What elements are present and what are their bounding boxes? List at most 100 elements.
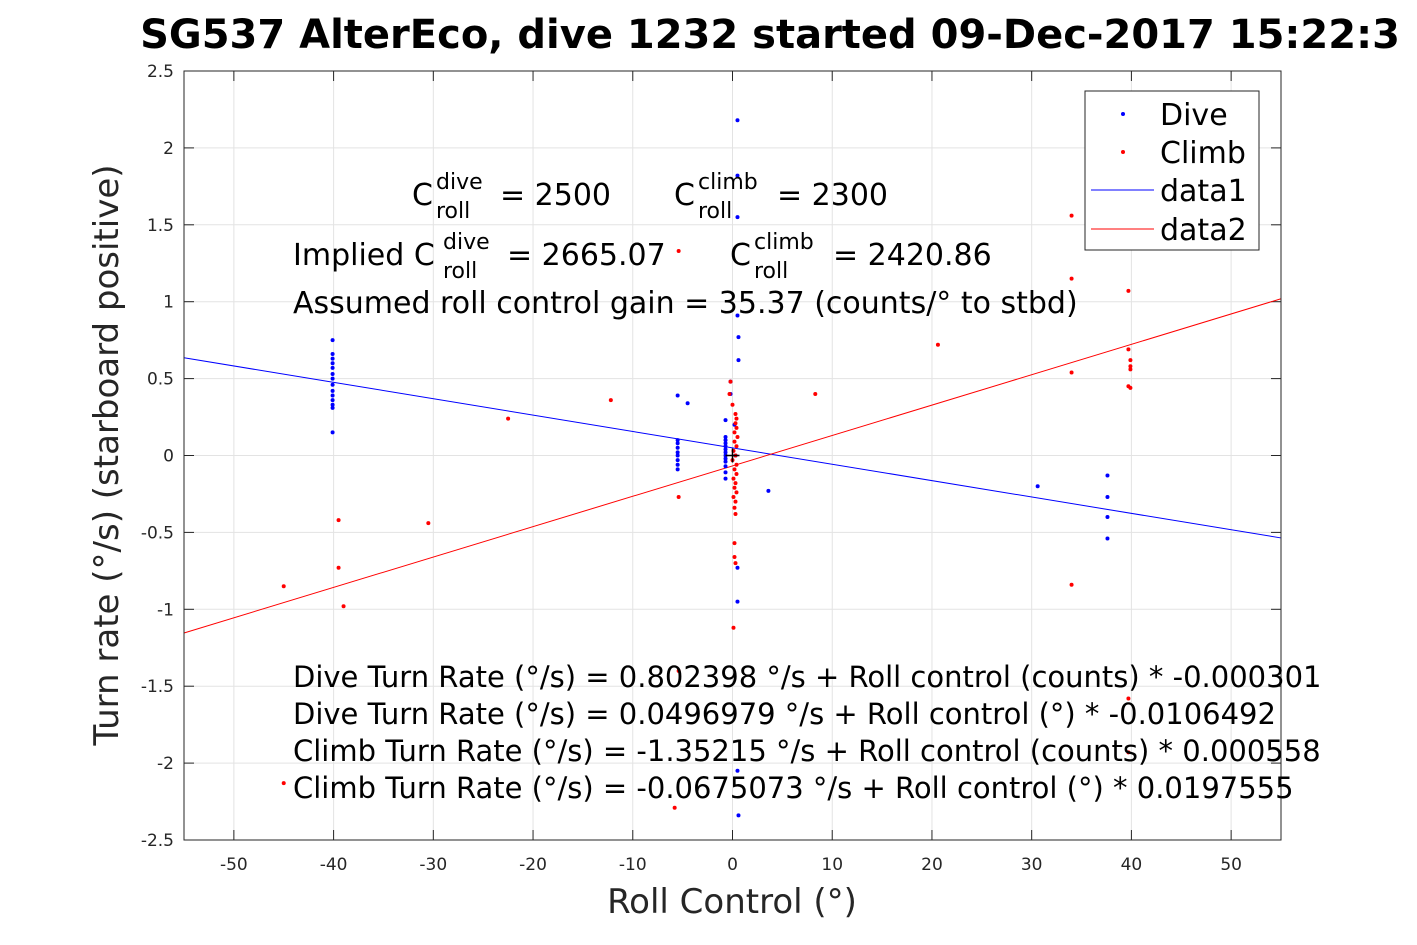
dive-point xyxy=(1105,515,1110,520)
c-dive-sub: roll xyxy=(436,199,470,224)
x-axis-ticks: -50 -40 -30 -20 -10 0 10 20 30 40 50 xyxy=(220,71,1242,875)
legend: Dive Climb data1 data2 xyxy=(1084,90,1260,251)
dive-point xyxy=(735,313,740,318)
dive-point xyxy=(675,462,680,467)
dive-point xyxy=(1105,473,1110,478)
legend-box xyxy=(1084,90,1260,251)
dive-point xyxy=(735,599,740,604)
climb-point xyxy=(1126,347,1131,352)
dive-point xyxy=(330,430,335,435)
x-tick-label: -20 xyxy=(519,855,547,875)
climb-point xyxy=(735,435,740,440)
climb-point xyxy=(1126,288,1131,293)
dive-point xyxy=(675,453,680,458)
x-tick-label: -30 xyxy=(419,855,447,875)
equation-climb-counts: Climb Turn Rate (°/s) = -1.35215 °/s + R… xyxy=(293,734,1321,768)
climb-point xyxy=(732,430,737,435)
x-tick-label: -10 xyxy=(619,855,647,875)
dive-point xyxy=(1105,495,1110,500)
c-dive-annotation: C dive roll = 2500 xyxy=(412,170,611,224)
dive-point xyxy=(675,445,680,450)
dive-point xyxy=(736,813,741,818)
climb-point xyxy=(676,248,681,253)
climb-point xyxy=(733,511,738,516)
dive-point xyxy=(330,382,335,387)
climb-point xyxy=(728,379,733,384)
dive-point xyxy=(735,173,740,178)
climb-point xyxy=(731,476,736,481)
climb-point xyxy=(672,805,677,810)
y-tick-label: 0 xyxy=(163,447,174,467)
dive-point xyxy=(1035,484,1040,489)
climb-point xyxy=(732,555,737,560)
c-climb-sub: roll xyxy=(698,199,732,224)
climb-point xyxy=(732,439,737,444)
c-climb-sup: climb xyxy=(698,170,758,195)
y-tick-label: 1 xyxy=(163,293,174,313)
implied-climb-sup: climb xyxy=(754,230,814,255)
implied-dive-annotation: Implied C dive roll = 2665.07 xyxy=(293,230,666,284)
dive-point xyxy=(723,459,728,464)
climb-point xyxy=(734,416,739,421)
data-points xyxy=(281,118,1133,818)
dive-point xyxy=(735,215,740,220)
y-tick-label: 2.5 xyxy=(147,62,174,82)
x-tick-label: 20 xyxy=(921,855,943,875)
dive-point xyxy=(723,438,728,443)
c-dive-c: C xyxy=(412,178,433,213)
dive-point xyxy=(723,441,728,446)
chart-title: SG537 AlterEco, dive 1232 started 09-Dec… xyxy=(140,12,1400,58)
dive-point xyxy=(723,444,728,449)
dive-point xyxy=(766,488,771,493)
c-climb-value: = 2300 xyxy=(777,178,888,213)
climb-point xyxy=(734,444,739,449)
legend-climb-label: Climb xyxy=(1160,136,1246,171)
dive-point xyxy=(675,467,680,472)
dive-point xyxy=(723,464,728,469)
y-tick-label: -2 xyxy=(157,754,174,774)
implied-dive-prefix: Implied C xyxy=(293,238,435,273)
dive-point xyxy=(675,393,680,398)
legend-data1-label: data1 xyxy=(1160,174,1247,209)
x-tick-label: 50 xyxy=(1220,855,1242,875)
c-climb-annotation: C climb roll = 2300 xyxy=(674,170,888,224)
x-tick-label: 0 xyxy=(727,855,738,875)
climb-point xyxy=(732,467,737,472)
implied-dive-sup: dive xyxy=(443,230,490,255)
climb-point xyxy=(733,499,738,504)
dive-point xyxy=(330,351,335,356)
equation-dive-counts: Dive Turn Rate (°/s) = 0.802398 °/s + Ro… xyxy=(293,660,1321,694)
x-tick-label: 40 xyxy=(1121,855,1143,875)
implied-climb-sub: roll xyxy=(754,259,788,284)
fit-lines xyxy=(183,298,1282,634)
plot-border xyxy=(183,70,1282,841)
dive-point xyxy=(330,405,335,410)
dive-point xyxy=(723,447,728,452)
dive-point xyxy=(675,438,680,443)
climb-point xyxy=(731,495,736,500)
y-tick-label: 1.5 xyxy=(147,216,174,236)
climb-point xyxy=(426,521,431,526)
dive-point xyxy=(723,456,728,461)
climb-point xyxy=(732,485,737,490)
climb-point xyxy=(341,604,346,609)
x-tick-label: 30 xyxy=(1021,855,1043,875)
y-axis-label: Turn rate (°/s) (starboard positive) xyxy=(87,164,127,746)
climb-point xyxy=(1069,213,1074,218)
dive-point xyxy=(736,358,741,363)
climb-point xyxy=(733,421,738,426)
legend-data2-label: data2 xyxy=(1160,213,1247,248)
climb-point xyxy=(1128,385,1133,390)
climb-point xyxy=(608,398,613,403)
implied-climb-c: C xyxy=(730,238,751,273)
climb-point xyxy=(733,411,738,416)
dive-point xyxy=(735,118,740,123)
climb-point xyxy=(733,481,738,486)
dive-point xyxy=(723,418,728,423)
climb-point xyxy=(734,425,739,430)
c-climb-c: C xyxy=(674,178,695,213)
climb-point xyxy=(1069,370,1074,375)
dive-point xyxy=(330,393,335,398)
dive-point xyxy=(330,402,335,407)
c-dive-value: = 2500 xyxy=(500,178,611,213)
